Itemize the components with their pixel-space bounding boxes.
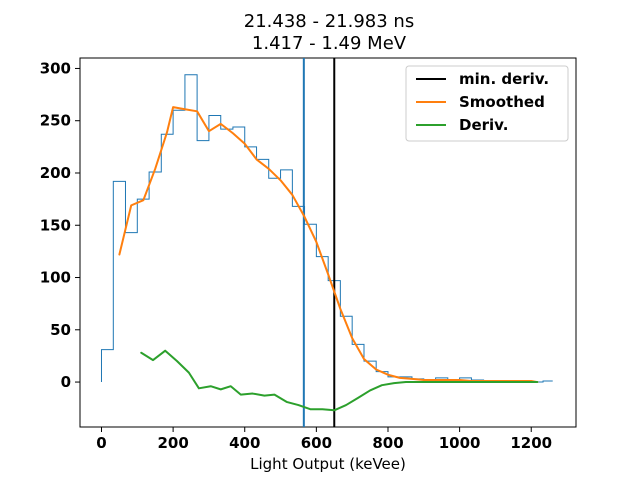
plot-frame (79, 57, 577, 428)
x-tick-label: 400 (229, 434, 260, 452)
x-axis: 0 200 400 600 800 1000 1200 (96, 427, 552, 452)
histogram-step (100, 74, 553, 383)
y-tick-label: 150 (40, 216, 71, 234)
legend-box (405, 65, 569, 142)
smoothed-line (118, 106, 539, 384)
y-tick-label: 0 (61, 373, 71, 391)
x-tick-label: 800 (372, 434, 403, 452)
y-tick-label: 50 (50, 321, 71, 339)
y-tick-label: 200 (40, 164, 71, 182)
legend-label: Smoothed (459, 93, 545, 111)
legend: min. deriv. Smoothed Deriv. (405, 65, 569, 142)
y-tick-label: 300 (40, 59, 71, 77)
chart-title-line1: 21.438 - 21.983 ns (244, 11, 414, 32)
x-tick-label: 200 (157, 434, 188, 452)
x-axis-label: Light Output (keVee) (250, 455, 406, 473)
deriv-line (140, 349, 539, 412)
y-tick-label: 250 (40, 112, 71, 130)
y-axis: 0 50 100 150 200 250 300 (40, 59, 80, 391)
plot-area (100, 58, 553, 427)
x-tick-label: 0 (96, 434, 106, 452)
legend-label: Deriv. (459, 116, 508, 134)
x-tick-label: 600 (301, 434, 332, 452)
legend-label: min. deriv. (459, 70, 549, 88)
x-tick-label: 1200 (510, 434, 552, 452)
chart-title-line2: 1.417 - 1.49 MeV (252, 33, 407, 54)
y-tick-label: 100 (40, 269, 71, 287)
x-tick-label: 1000 (439, 434, 481, 452)
